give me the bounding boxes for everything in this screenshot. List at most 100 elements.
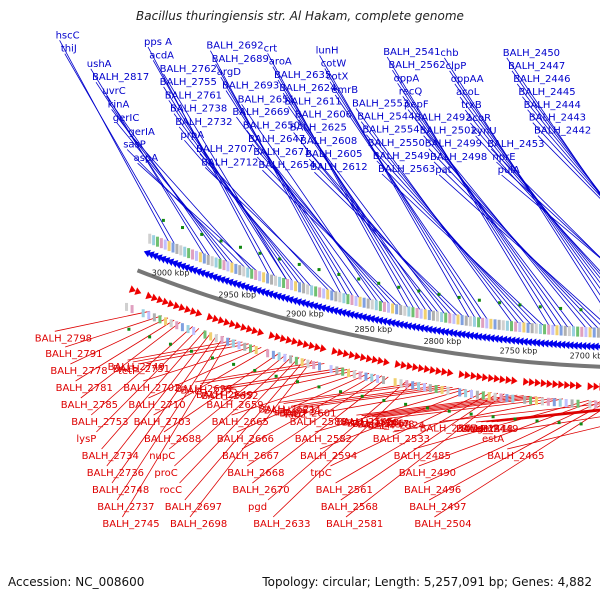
feature-leader-line xyxy=(470,122,600,275)
feature-label-forward: BALH_2550 xyxy=(368,138,425,149)
feature-leader-line xyxy=(507,426,600,450)
cog-color-mark xyxy=(481,317,485,328)
reverse-gene-mark xyxy=(383,357,390,366)
feature-label-reverse: BALH_2581 xyxy=(326,519,383,530)
feature-label-reverse: BALH_2568 xyxy=(321,502,378,513)
feature-leader-line xyxy=(490,148,600,258)
rna-marker xyxy=(535,419,539,423)
rna-marker xyxy=(317,268,321,272)
feature-label-forward: gerIA xyxy=(128,127,155,138)
feature-label-reverse: BALH_2667 xyxy=(222,451,279,462)
feature-label-reverse: BALH_2734 xyxy=(82,451,139,462)
cog-color-mark xyxy=(226,261,230,272)
forward-gene-mark xyxy=(426,325,433,334)
cog-color-mark xyxy=(428,384,432,393)
feature-leader-line xyxy=(204,167,335,293)
feature-leader-line xyxy=(127,339,237,361)
cog-color-mark xyxy=(326,289,330,300)
reverse-gene-mark xyxy=(365,354,373,363)
cog-color-mark xyxy=(468,316,472,327)
scale-tick-label: 2800 kbp xyxy=(424,337,462,346)
cog-color-mark xyxy=(370,299,374,310)
reverse-gene-mark xyxy=(435,366,442,375)
feature-leader-line xyxy=(377,397,544,418)
feature-leader-line xyxy=(282,92,427,311)
cog-color-mark xyxy=(218,258,222,269)
cog-color-mark xyxy=(547,324,551,335)
rna-marker xyxy=(491,415,495,419)
rna-marker xyxy=(538,305,542,309)
reverse-gene-mark xyxy=(150,293,158,302)
feature-label-forward: BALH_2712 xyxy=(201,157,258,168)
feature-leader-line xyxy=(215,63,348,295)
feature-label-forward: BALH_2612 xyxy=(310,162,367,173)
cog-color-mark xyxy=(364,372,368,381)
rna-marker xyxy=(148,335,152,339)
reverse-gene-mark xyxy=(546,379,553,388)
cog-color-mark xyxy=(534,323,538,334)
forward-gene-mark xyxy=(187,265,195,274)
feature-label-reverse: BALH_2785 xyxy=(61,400,118,411)
feature-label-forward: ushA xyxy=(87,59,112,70)
forward-gene-mark xyxy=(559,340,566,349)
forward-gene-mark xyxy=(331,307,339,315)
rna-marker xyxy=(238,245,242,249)
feature-label-reverse: BALH_2781 xyxy=(56,383,113,394)
cog-color-mark xyxy=(179,245,183,256)
feature-leader-line xyxy=(221,368,350,390)
cog-color-mark xyxy=(318,287,322,298)
feature-label-reverse: BALH_2601 xyxy=(279,409,336,420)
forward-gene-mark xyxy=(266,290,274,299)
cog-color-mark xyxy=(469,389,473,398)
feature-leader-line xyxy=(64,53,175,244)
feature-leader-line xyxy=(241,104,378,302)
feature-leader-line xyxy=(178,126,305,285)
cog-color-mark xyxy=(563,325,567,336)
feature-leader-line xyxy=(59,40,169,242)
feature-label-reverse: tetP xyxy=(118,366,138,377)
cog-color-mark xyxy=(366,298,370,309)
feature-leader-line xyxy=(184,358,306,501)
scale-tick-label: 2750 kbp xyxy=(500,346,538,355)
forward-gene-mark xyxy=(467,331,474,340)
rna-marker xyxy=(232,362,236,366)
feature-label-reverse: BALH_2548 xyxy=(357,419,414,430)
feature-label-forward: crt xyxy=(264,43,278,54)
feature-leader-line xyxy=(298,119,445,314)
feature-label-forward: BALH_2544 xyxy=(357,112,414,123)
feature-label-reverse: fabZ xyxy=(284,409,307,420)
feature-leader-line xyxy=(299,386,447,407)
rna-marker xyxy=(168,342,172,346)
feature-label-reverse: BALH_2545 xyxy=(336,417,393,428)
cog-color-mark xyxy=(148,233,152,244)
cog-color-mark xyxy=(237,341,241,350)
cog-color-mark xyxy=(186,325,190,334)
forward-gene-mark xyxy=(450,329,458,338)
cog-color-mark xyxy=(358,371,362,380)
rna-marker xyxy=(337,272,341,276)
cog-color-mark xyxy=(584,327,588,338)
cog-color-mark xyxy=(141,309,145,318)
feature-label-reverse: BALH_2702 xyxy=(123,383,180,394)
cog-color-mark xyxy=(422,383,426,392)
forward-gene-mark xyxy=(530,338,537,347)
cog-color-mark xyxy=(489,318,493,329)
feature-label-forward: BALH_2447 xyxy=(508,61,565,72)
rna-marker xyxy=(296,380,300,384)
reverse-gene-mark xyxy=(134,287,142,295)
feature-leader-line xyxy=(501,416,600,433)
cog-color-mark xyxy=(338,292,342,303)
reverse-gene-mark xyxy=(441,367,448,376)
scale-tick-label: 3000 kbp xyxy=(152,269,190,278)
feature-label-forward: BALH_2654 xyxy=(258,160,315,171)
cog-color-mark xyxy=(234,263,238,274)
forward-gene-mark xyxy=(171,260,179,268)
rna-marker xyxy=(360,394,364,398)
feature-label-forward: BALH_2707 xyxy=(196,144,253,155)
forward-gene-mark xyxy=(210,273,218,282)
cog-color-mark xyxy=(558,398,562,407)
feature-leader-line xyxy=(371,396,537,418)
feature-label-reverse: BALH_2588 xyxy=(290,417,347,428)
reverse-gene-mark xyxy=(279,334,287,343)
